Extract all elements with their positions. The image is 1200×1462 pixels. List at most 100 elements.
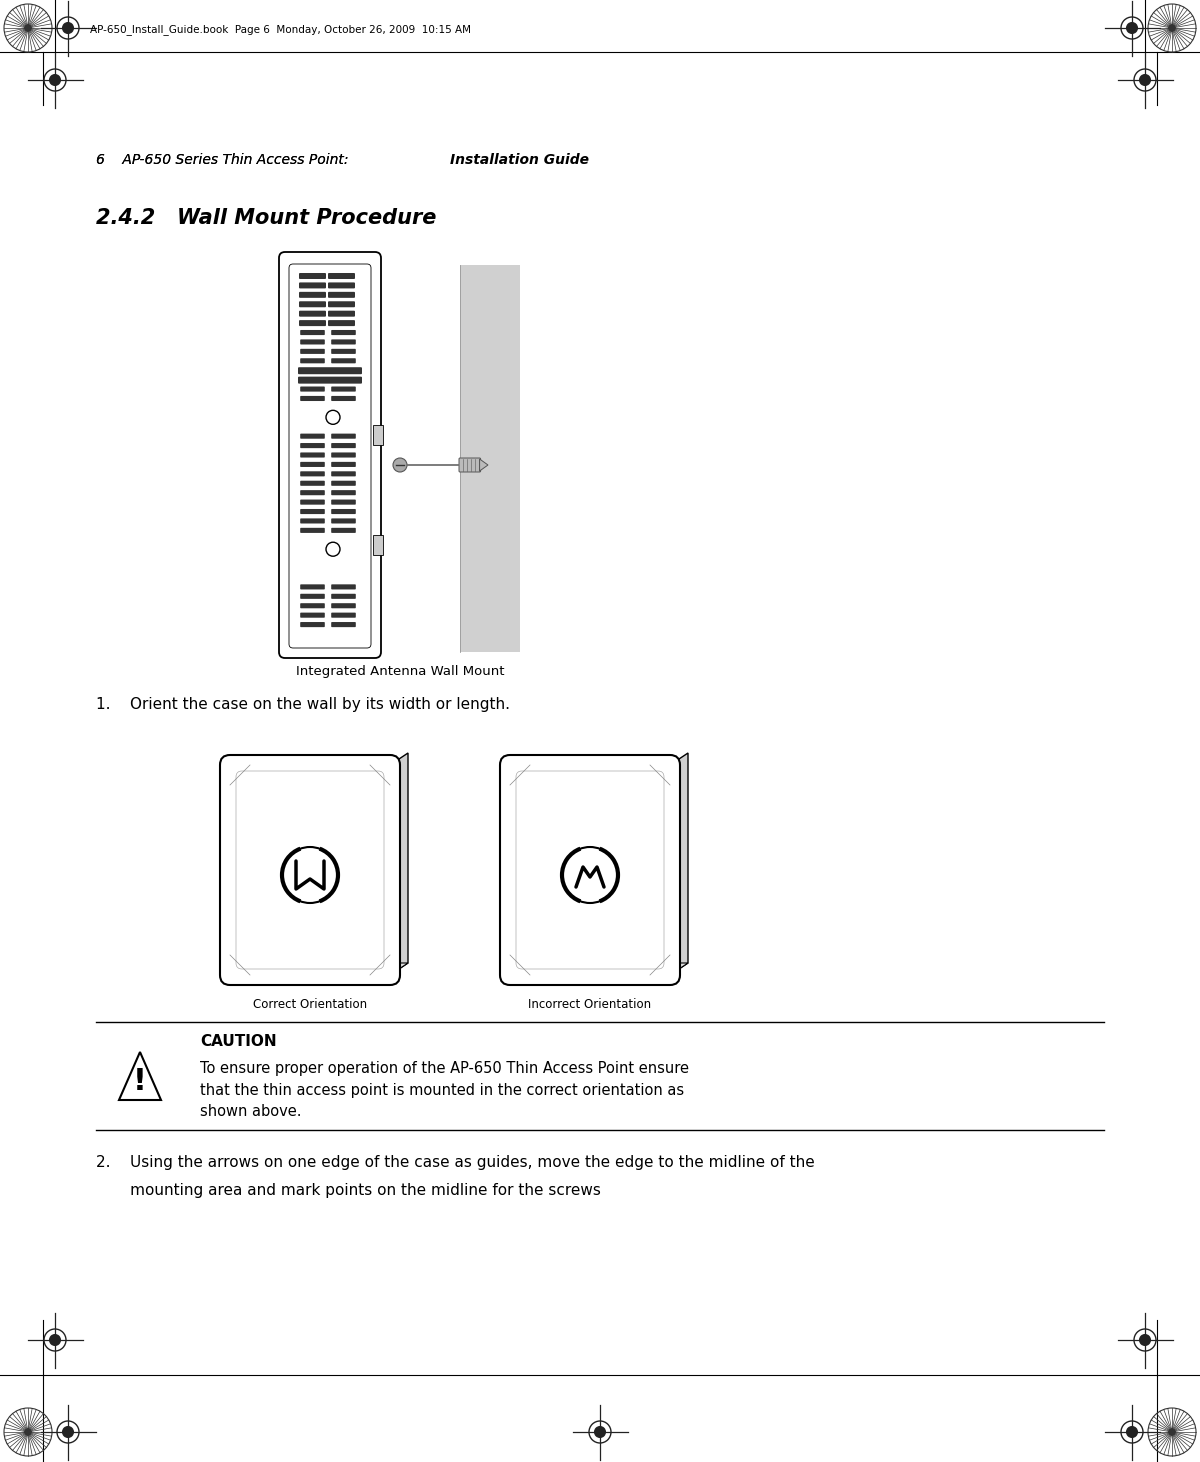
FancyBboxPatch shape — [299, 311, 326, 317]
Text: To ensure proper operation of the AP-650 Thin Access Point ensure: To ensure proper operation of the AP-650… — [200, 1060, 689, 1076]
FancyBboxPatch shape — [500, 754, 680, 985]
Text: 2.    Using the arrows on one edge of the case as guides, move the edge to the m: 2. Using the arrows on one edge of the c… — [96, 1155, 815, 1170]
FancyBboxPatch shape — [328, 320, 355, 326]
FancyBboxPatch shape — [299, 282, 326, 288]
FancyBboxPatch shape — [300, 434, 325, 439]
Polygon shape — [230, 963, 408, 975]
Circle shape — [62, 1425, 74, 1439]
Text: Installation Guide: Installation Guide — [450, 154, 589, 167]
Text: 6    AP-650 Series Thin Access Point:: 6 AP-650 Series Thin Access Point: — [96, 154, 358, 167]
Bar — [373, 535, 383, 556]
FancyBboxPatch shape — [328, 282, 355, 288]
FancyBboxPatch shape — [331, 330, 356, 335]
Circle shape — [62, 22, 74, 34]
FancyBboxPatch shape — [300, 613, 325, 618]
Circle shape — [594, 1425, 606, 1439]
Text: 1.    Orient the case on the wall by its width or length.: 1. Orient the case on the wall by its wi… — [96, 696, 510, 712]
FancyBboxPatch shape — [300, 358, 325, 364]
Text: Correct Orientation: Correct Orientation — [253, 999, 367, 1012]
Text: Integrated Antenna Wall Mount: Integrated Antenna Wall Mount — [295, 665, 504, 678]
FancyBboxPatch shape — [300, 481, 325, 485]
FancyBboxPatch shape — [300, 500, 325, 504]
FancyBboxPatch shape — [458, 458, 480, 472]
FancyBboxPatch shape — [331, 481, 356, 485]
FancyBboxPatch shape — [331, 585, 356, 589]
FancyBboxPatch shape — [300, 339, 325, 345]
FancyBboxPatch shape — [300, 452, 325, 458]
Circle shape — [24, 23, 32, 32]
Circle shape — [1126, 1425, 1138, 1439]
FancyBboxPatch shape — [300, 509, 325, 515]
FancyBboxPatch shape — [300, 349, 325, 354]
Text: mounting area and mark points on the midline for the screws: mounting area and mark points on the mid… — [96, 1183, 601, 1197]
FancyBboxPatch shape — [300, 528, 325, 534]
FancyBboxPatch shape — [299, 273, 326, 279]
FancyBboxPatch shape — [300, 621, 325, 627]
FancyBboxPatch shape — [298, 377, 362, 383]
FancyBboxPatch shape — [331, 349, 356, 354]
FancyBboxPatch shape — [300, 490, 325, 496]
Text: AP-650_Install_Guide.book  Page 6  Monday, October 26, 2009  10:15 AM: AP-650_Install_Guide.book Page 6 Monday,… — [90, 25, 470, 35]
Circle shape — [1139, 1333, 1151, 1347]
FancyBboxPatch shape — [300, 443, 325, 449]
FancyBboxPatch shape — [328, 301, 355, 307]
FancyBboxPatch shape — [300, 471, 325, 477]
FancyBboxPatch shape — [300, 396, 325, 401]
FancyBboxPatch shape — [300, 386, 325, 392]
FancyBboxPatch shape — [299, 292, 326, 298]
Text: Incorrect Orientation: Incorrect Orientation — [528, 999, 652, 1012]
FancyBboxPatch shape — [298, 367, 362, 374]
FancyBboxPatch shape — [300, 519, 325, 523]
Circle shape — [1139, 75, 1151, 86]
Polygon shape — [510, 963, 688, 975]
Polygon shape — [119, 1053, 161, 1099]
Circle shape — [562, 846, 618, 904]
FancyBboxPatch shape — [299, 320, 326, 326]
Circle shape — [1126, 22, 1138, 34]
Text: CAUTION: CAUTION — [200, 1035, 277, 1050]
FancyBboxPatch shape — [331, 462, 356, 466]
FancyBboxPatch shape — [331, 471, 356, 477]
Bar — [460, 265, 520, 652]
FancyBboxPatch shape — [300, 330, 325, 335]
FancyBboxPatch shape — [331, 613, 356, 618]
FancyBboxPatch shape — [328, 273, 355, 279]
Text: !: ! — [133, 1066, 146, 1095]
FancyBboxPatch shape — [331, 396, 356, 401]
FancyBboxPatch shape — [328, 311, 355, 317]
Circle shape — [1168, 23, 1176, 32]
Text: that the thin access point is mounted in the correct orientation as: that the thin access point is mounted in… — [200, 1082, 684, 1098]
Circle shape — [49, 1333, 61, 1347]
FancyBboxPatch shape — [331, 490, 356, 496]
FancyBboxPatch shape — [331, 594, 356, 599]
FancyBboxPatch shape — [331, 452, 356, 458]
Polygon shape — [670, 753, 688, 975]
FancyBboxPatch shape — [331, 358, 356, 364]
FancyBboxPatch shape — [328, 292, 355, 298]
Polygon shape — [390, 753, 408, 975]
FancyBboxPatch shape — [331, 434, 356, 439]
Text: 6    AP-650 Series Thin Access Point:: 6 AP-650 Series Thin Access Point: — [96, 154, 358, 167]
Circle shape — [282, 846, 338, 904]
FancyBboxPatch shape — [331, 604, 356, 608]
FancyBboxPatch shape — [300, 604, 325, 608]
FancyBboxPatch shape — [331, 443, 356, 449]
FancyBboxPatch shape — [331, 339, 356, 345]
FancyBboxPatch shape — [300, 462, 325, 466]
Circle shape — [394, 458, 407, 472]
FancyBboxPatch shape — [300, 585, 325, 589]
FancyBboxPatch shape — [331, 519, 356, 523]
Polygon shape — [480, 459, 488, 471]
Circle shape — [1168, 1428, 1176, 1436]
FancyBboxPatch shape — [331, 621, 356, 627]
Text: shown above.: shown above. — [200, 1104, 301, 1120]
FancyBboxPatch shape — [331, 509, 356, 515]
FancyBboxPatch shape — [331, 528, 356, 534]
FancyBboxPatch shape — [331, 386, 356, 392]
Circle shape — [24, 1428, 32, 1436]
Text: 2.4.2   Wall Mount Procedure: 2.4.2 Wall Mount Procedure — [96, 208, 437, 228]
FancyBboxPatch shape — [300, 594, 325, 599]
Circle shape — [49, 75, 61, 86]
FancyBboxPatch shape — [331, 500, 356, 504]
Bar — [373, 425, 383, 444]
